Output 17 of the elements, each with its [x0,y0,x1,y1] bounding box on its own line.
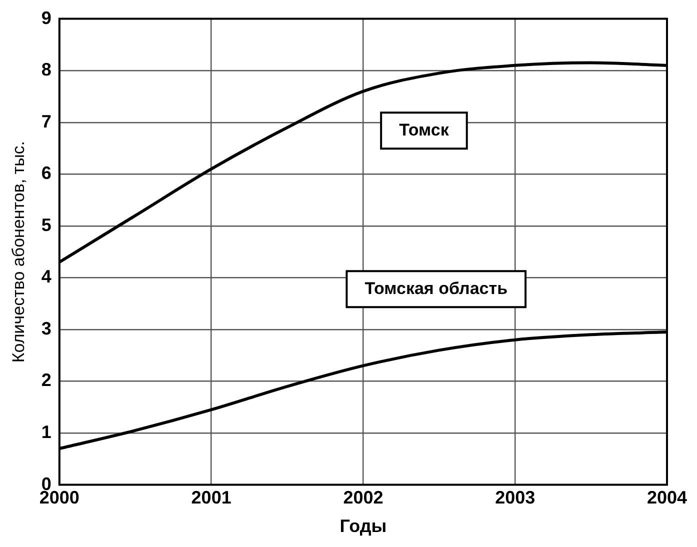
x-axis-title: Годы [340,516,387,536]
x-tick-label: 2001 [191,488,232,508]
y-tick-label: 6 [41,163,52,184]
y-tick-label: 2 [41,370,52,390]
text: Томск [399,120,450,140]
y-tick-label: 9 [41,8,52,28]
y-tick-label: 5 [41,214,52,235]
y-tick-label: 7 [41,111,52,132]
x-tick-label: 2002 [343,488,384,508]
text: Томская область [364,278,508,298]
x-tick-label: 2003 [495,488,536,508]
y-tick-label: 4 [41,266,52,287]
y-tick-label: 8 [41,60,52,80]
y-axis-title: Количество абонентов, тыс. [8,140,28,363]
y-tick-label: 3 [41,318,52,338]
y-tick-label: 1 [41,422,52,442]
x-tick-label: 2004 [646,488,688,508]
